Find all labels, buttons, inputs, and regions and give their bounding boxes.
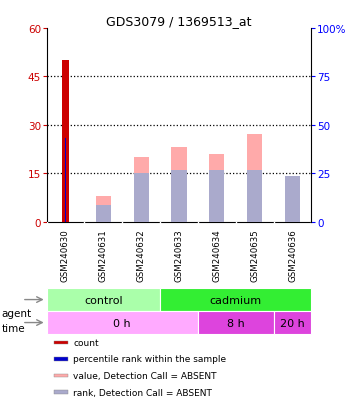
Bar — [54, 374, 68, 377]
Bar — [198, 311, 274, 334]
Text: GSM240635: GSM240635 — [250, 229, 259, 282]
Text: GSM240636: GSM240636 — [288, 229, 297, 282]
Bar — [62, 61, 69, 222]
Text: rank, Detection Call = ABSENT: rank, Detection Call = ABSENT — [73, 388, 212, 397]
Text: agent: agent — [2, 308, 32, 318]
Text: GSM240630: GSM240630 — [61, 229, 70, 282]
Bar — [54, 357, 68, 361]
Text: GSM240632: GSM240632 — [137, 229, 146, 282]
Bar — [96, 206, 111, 222]
Bar — [54, 390, 68, 394]
Bar — [160, 288, 311, 311]
Text: percentile rank within the sample: percentile rank within the sample — [73, 355, 226, 363]
Text: control: control — [84, 295, 123, 305]
Text: GSM240633: GSM240633 — [174, 229, 184, 282]
Bar — [134, 174, 149, 222]
Bar — [54, 341, 68, 344]
Bar — [171, 148, 187, 222]
Bar — [47, 288, 160, 311]
Bar — [285, 177, 300, 222]
Bar — [209, 154, 224, 222]
Text: time: time — [2, 323, 25, 333]
Bar — [134, 158, 149, 222]
Bar — [247, 135, 262, 222]
Text: count: count — [73, 338, 99, 347]
Text: GSM240634: GSM240634 — [212, 229, 221, 282]
Bar — [171, 171, 187, 222]
Text: value, Detection Call = ABSENT: value, Detection Call = ABSENT — [73, 371, 217, 380]
Text: 8 h: 8 h — [227, 318, 245, 328]
Bar — [274, 311, 311, 334]
Bar — [64, 138, 66, 222]
Text: cadmium: cadmium — [210, 295, 262, 305]
Bar — [47, 311, 198, 334]
Bar — [96, 196, 111, 222]
Bar — [247, 171, 262, 222]
Text: 0 h: 0 h — [113, 318, 131, 328]
Text: GSM240631: GSM240631 — [99, 229, 108, 282]
Bar — [285, 177, 300, 222]
Bar — [209, 171, 224, 222]
Text: 20 h: 20 h — [280, 318, 305, 328]
Title: GDS3079 / 1369513_at: GDS3079 / 1369513_at — [106, 15, 252, 28]
